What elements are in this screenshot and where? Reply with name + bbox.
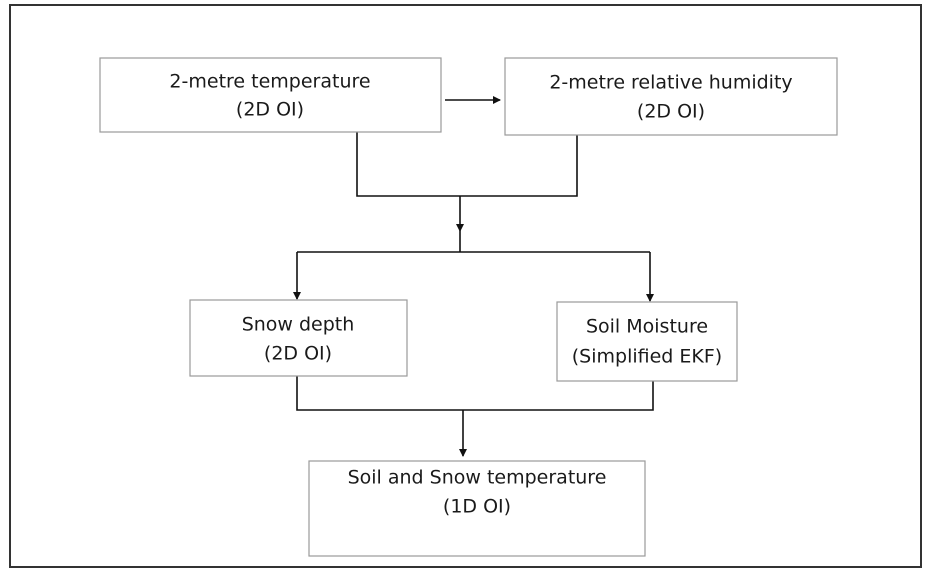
node: 2-metre relative humidity (2D OI) (504, 57, 838, 136)
connectors (293, 96, 654, 457)
node-label: (2D OI) (236, 99, 304, 121)
join-line (356, 132, 578, 197)
node-label: Soil and Snow temperature (348, 467, 607, 489)
node: 2-metre temperature (2D OI) (99, 57, 442, 133)
node-label: (1D OI) (443, 496, 511, 518)
node-label: Snow depth (242, 314, 355, 336)
node-box (556, 301, 738, 382)
join-line (296, 376, 654, 411)
node-label: (2D OI) (637, 101, 705, 123)
node-label: 2-metre temperature (169, 71, 370, 93)
node: Snow depth (2D OI) (189, 299, 408, 377)
node-label: Soil Moisture (586, 316, 708, 338)
node-label: (2D OI) (264, 343, 332, 365)
node-box (504, 57, 838, 136)
node-box (189, 299, 408, 377)
node: Soil and Snow temperature (1D OI) (308, 460, 646, 557)
node-box (99, 57, 442, 133)
node-label: (Simplified EKF) (572, 346, 722, 368)
node-box (308, 460, 646, 557)
node-label: 2-metre relative humidity (549, 72, 792, 94)
node: Soil Moisture (Simplified EKF) (556, 301, 738, 382)
